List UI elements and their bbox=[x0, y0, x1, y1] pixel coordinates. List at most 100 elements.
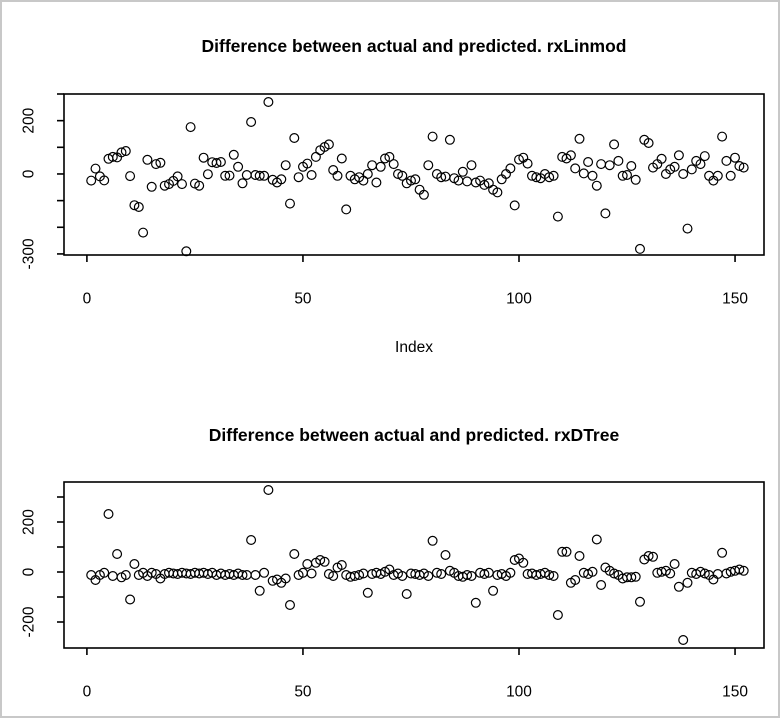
data-point bbox=[388, 159, 399, 170]
data-point bbox=[285, 198, 296, 209]
data-point bbox=[669, 558, 680, 569]
x-axis-label-index: Index bbox=[395, 339, 433, 356]
data-point bbox=[574, 550, 585, 561]
data-point bbox=[634, 243, 645, 254]
data-point bbox=[224, 170, 235, 181]
data-point bbox=[673, 150, 684, 161]
data-point bbox=[172, 171, 183, 182]
data-point bbox=[328, 570, 339, 581]
y-tick-label: -200 bbox=[21, 606, 38, 637]
x-tick-label: 50 bbox=[294, 291, 312, 308]
data-point bbox=[215, 157, 226, 168]
data-point bbox=[591, 534, 602, 545]
data-point bbox=[103, 509, 114, 520]
data-point bbox=[228, 149, 239, 160]
data-point bbox=[596, 579, 607, 590]
x-tick-label: 100 bbox=[506, 684, 532, 701]
data-point bbox=[531, 172, 542, 183]
plot-title-rxdtree: Difference between actual and predicted.… bbox=[208, 425, 620, 445]
data-point bbox=[341, 204, 352, 215]
data-point bbox=[142, 154, 153, 165]
data-point bbox=[717, 131, 728, 142]
data-point bbox=[570, 574, 581, 585]
data-point bbox=[609, 139, 620, 150]
data-point bbox=[600, 208, 611, 219]
data-point bbox=[362, 169, 373, 180]
data-point bbox=[725, 170, 736, 181]
data-point bbox=[470, 597, 481, 608]
data-point bbox=[125, 594, 136, 605]
data-point bbox=[548, 570, 559, 581]
data-point bbox=[626, 572, 637, 583]
y-tick-label: -300 bbox=[21, 238, 38, 269]
x-tick-label: 100 bbox=[506, 291, 532, 308]
data-point bbox=[699, 151, 710, 162]
data-point bbox=[436, 568, 447, 579]
data-point bbox=[466, 160, 477, 171]
data-point bbox=[159, 180, 170, 191]
data-point bbox=[406, 175, 417, 186]
data-point bbox=[574, 133, 585, 144]
data-point bbox=[544, 172, 555, 183]
data-point bbox=[146, 181, 157, 192]
data-point bbox=[241, 170, 252, 181]
data-point bbox=[120, 569, 131, 580]
data-point bbox=[155, 157, 166, 168]
data-point bbox=[375, 161, 386, 172]
data-point bbox=[367, 160, 378, 171]
scatter-plot-rxdtree: 0 50 100 150 200 0 -200 bbox=[21, 481, 765, 701]
data-point bbox=[682, 223, 693, 234]
data-point bbox=[146, 567, 157, 578]
data-point bbox=[436, 172, 447, 183]
data-point bbox=[431, 567, 442, 578]
data-point bbox=[194, 180, 205, 191]
data-point bbox=[509, 200, 520, 211]
data-point bbox=[734, 564, 745, 575]
data-point bbox=[112, 548, 123, 559]
data-point bbox=[116, 147, 127, 158]
data-point bbox=[656, 153, 667, 164]
data-point bbox=[466, 570, 477, 581]
data-point bbox=[315, 554, 326, 565]
data-point bbox=[371, 177, 382, 188]
plot-title-rxlinmod: Difference between actual and predicted.… bbox=[201, 36, 627, 56]
data-point bbox=[133, 202, 144, 213]
data-point bbox=[604, 160, 615, 171]
data-point bbox=[695, 159, 706, 170]
data-point bbox=[617, 170, 628, 181]
data-point bbox=[99, 175, 110, 186]
data-point bbox=[682, 577, 693, 588]
data-point bbox=[717, 547, 728, 558]
data-point bbox=[492, 187, 503, 198]
data-point bbox=[237, 178, 248, 189]
data-point bbox=[263, 485, 274, 496]
data-point bbox=[479, 179, 490, 190]
y-tick-label: 200 bbox=[21, 509, 38, 535]
data-point bbox=[259, 170, 270, 181]
data-point bbox=[211, 158, 222, 169]
data-point bbox=[302, 158, 313, 169]
data-point bbox=[129, 200, 140, 211]
data-point bbox=[302, 558, 313, 569]
data-point bbox=[138, 227, 149, 238]
data-point bbox=[738, 565, 749, 576]
data-point bbox=[695, 566, 706, 577]
data-point bbox=[738, 162, 749, 173]
data-point bbox=[259, 567, 270, 578]
data-point bbox=[276, 174, 287, 185]
data-point bbox=[423, 570, 434, 581]
data-point bbox=[401, 588, 412, 599]
data-point bbox=[561, 546, 572, 557]
data-point bbox=[86, 175, 97, 186]
data-point bbox=[427, 131, 438, 142]
data-point bbox=[462, 176, 473, 187]
data-point bbox=[336, 559, 347, 570]
data-point bbox=[643, 138, 654, 149]
data-point bbox=[712, 170, 723, 181]
data-point bbox=[596, 159, 607, 170]
data-point bbox=[289, 133, 300, 144]
data-point bbox=[254, 170, 265, 181]
data-point bbox=[246, 534, 257, 545]
data-point bbox=[237, 569, 248, 580]
